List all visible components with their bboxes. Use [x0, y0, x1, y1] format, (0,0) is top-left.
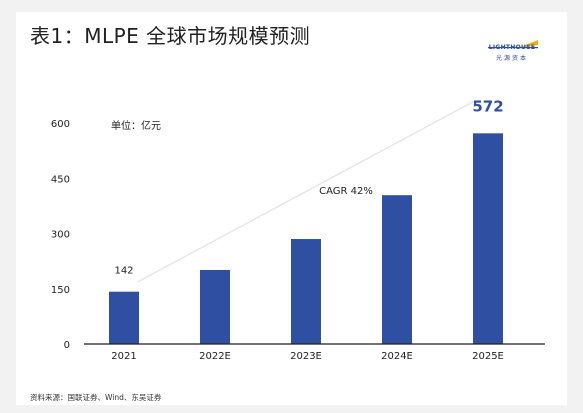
cagr-trend-line: [137, 100, 475, 283]
y-tick-label: 300: [51, 230, 70, 241]
data-label: 572: [472, 97, 503, 115]
y-tick-label: 600: [51, 119, 70, 130]
source-note: 资料来源：国联证券、Wind、东吴证券: [30, 393, 162, 402]
x-tick-label: 2022E: [199, 351, 231, 362]
y-tick-label: 450: [51, 174, 70, 185]
unit-label: 单位：亿元: [111, 119, 161, 132]
x-tick-label: 2023E: [290, 351, 322, 362]
bar-2024E: [382, 195, 412, 344]
x-tick-label: 2021: [111, 351, 136, 362]
cagr-annotation: CAGR 42%: [319, 186, 373, 197]
x-tick-label: 2024E: [381, 351, 413, 362]
bar-2022E: [200, 269, 230, 344]
logo-text-en: LIGHTHOUSE: [488, 44, 536, 51]
bar-2023E: [291, 239, 321, 344]
bar-2025E: [473, 133, 503, 344]
y-tick-label: 150: [51, 285, 70, 296]
x-tick-label: 2025E: [472, 351, 504, 362]
bar-2021: [109, 291, 139, 344]
page-title: 表1：MLPE 全球市场规模预测: [30, 24, 311, 48]
lighthouse-beam-icon: [488, 40, 538, 49]
data-label: 142: [114, 266, 133, 277]
y-tick-label: 0: [64, 340, 70, 351]
logo-text-cn: 光源资本: [495, 55, 528, 62]
lighthouse-logo: LIGHTHOUSE 光源资本: [484, 34, 540, 64]
